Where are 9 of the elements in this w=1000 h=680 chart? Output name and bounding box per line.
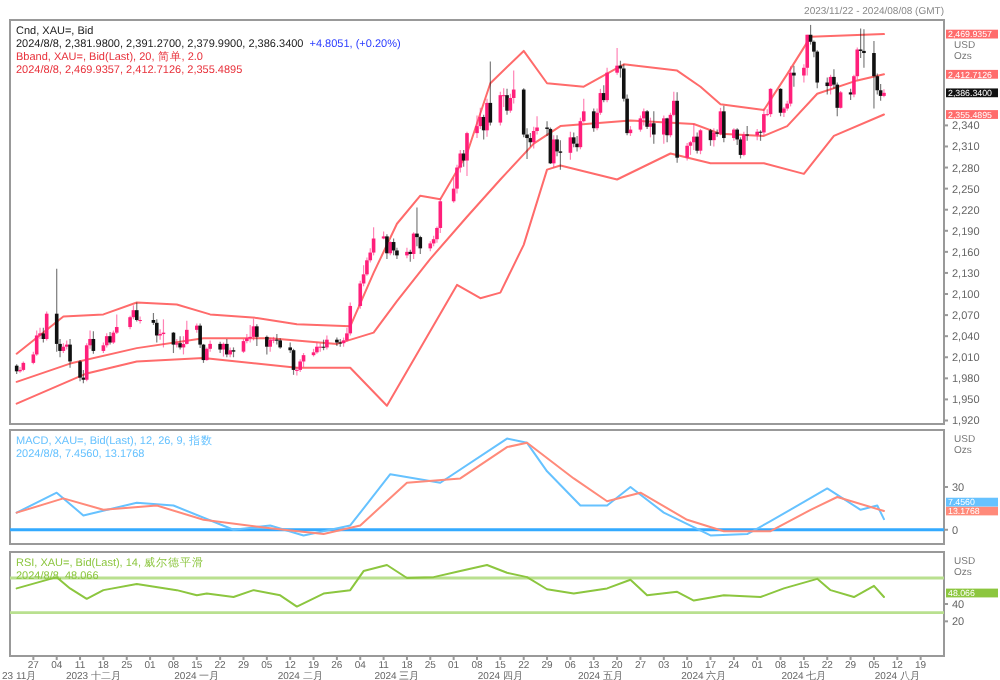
candlestick (575, 135, 579, 152)
candlestick (545, 120, 549, 137)
candlestick (325, 334, 329, 351)
line-series (15, 113, 885, 407)
candlestick (782, 106, 786, 118)
line-series (15, 73, 885, 383)
candlestick (395, 247, 399, 260)
line-series (15, 33, 885, 355)
candlestick (208, 339, 212, 353)
